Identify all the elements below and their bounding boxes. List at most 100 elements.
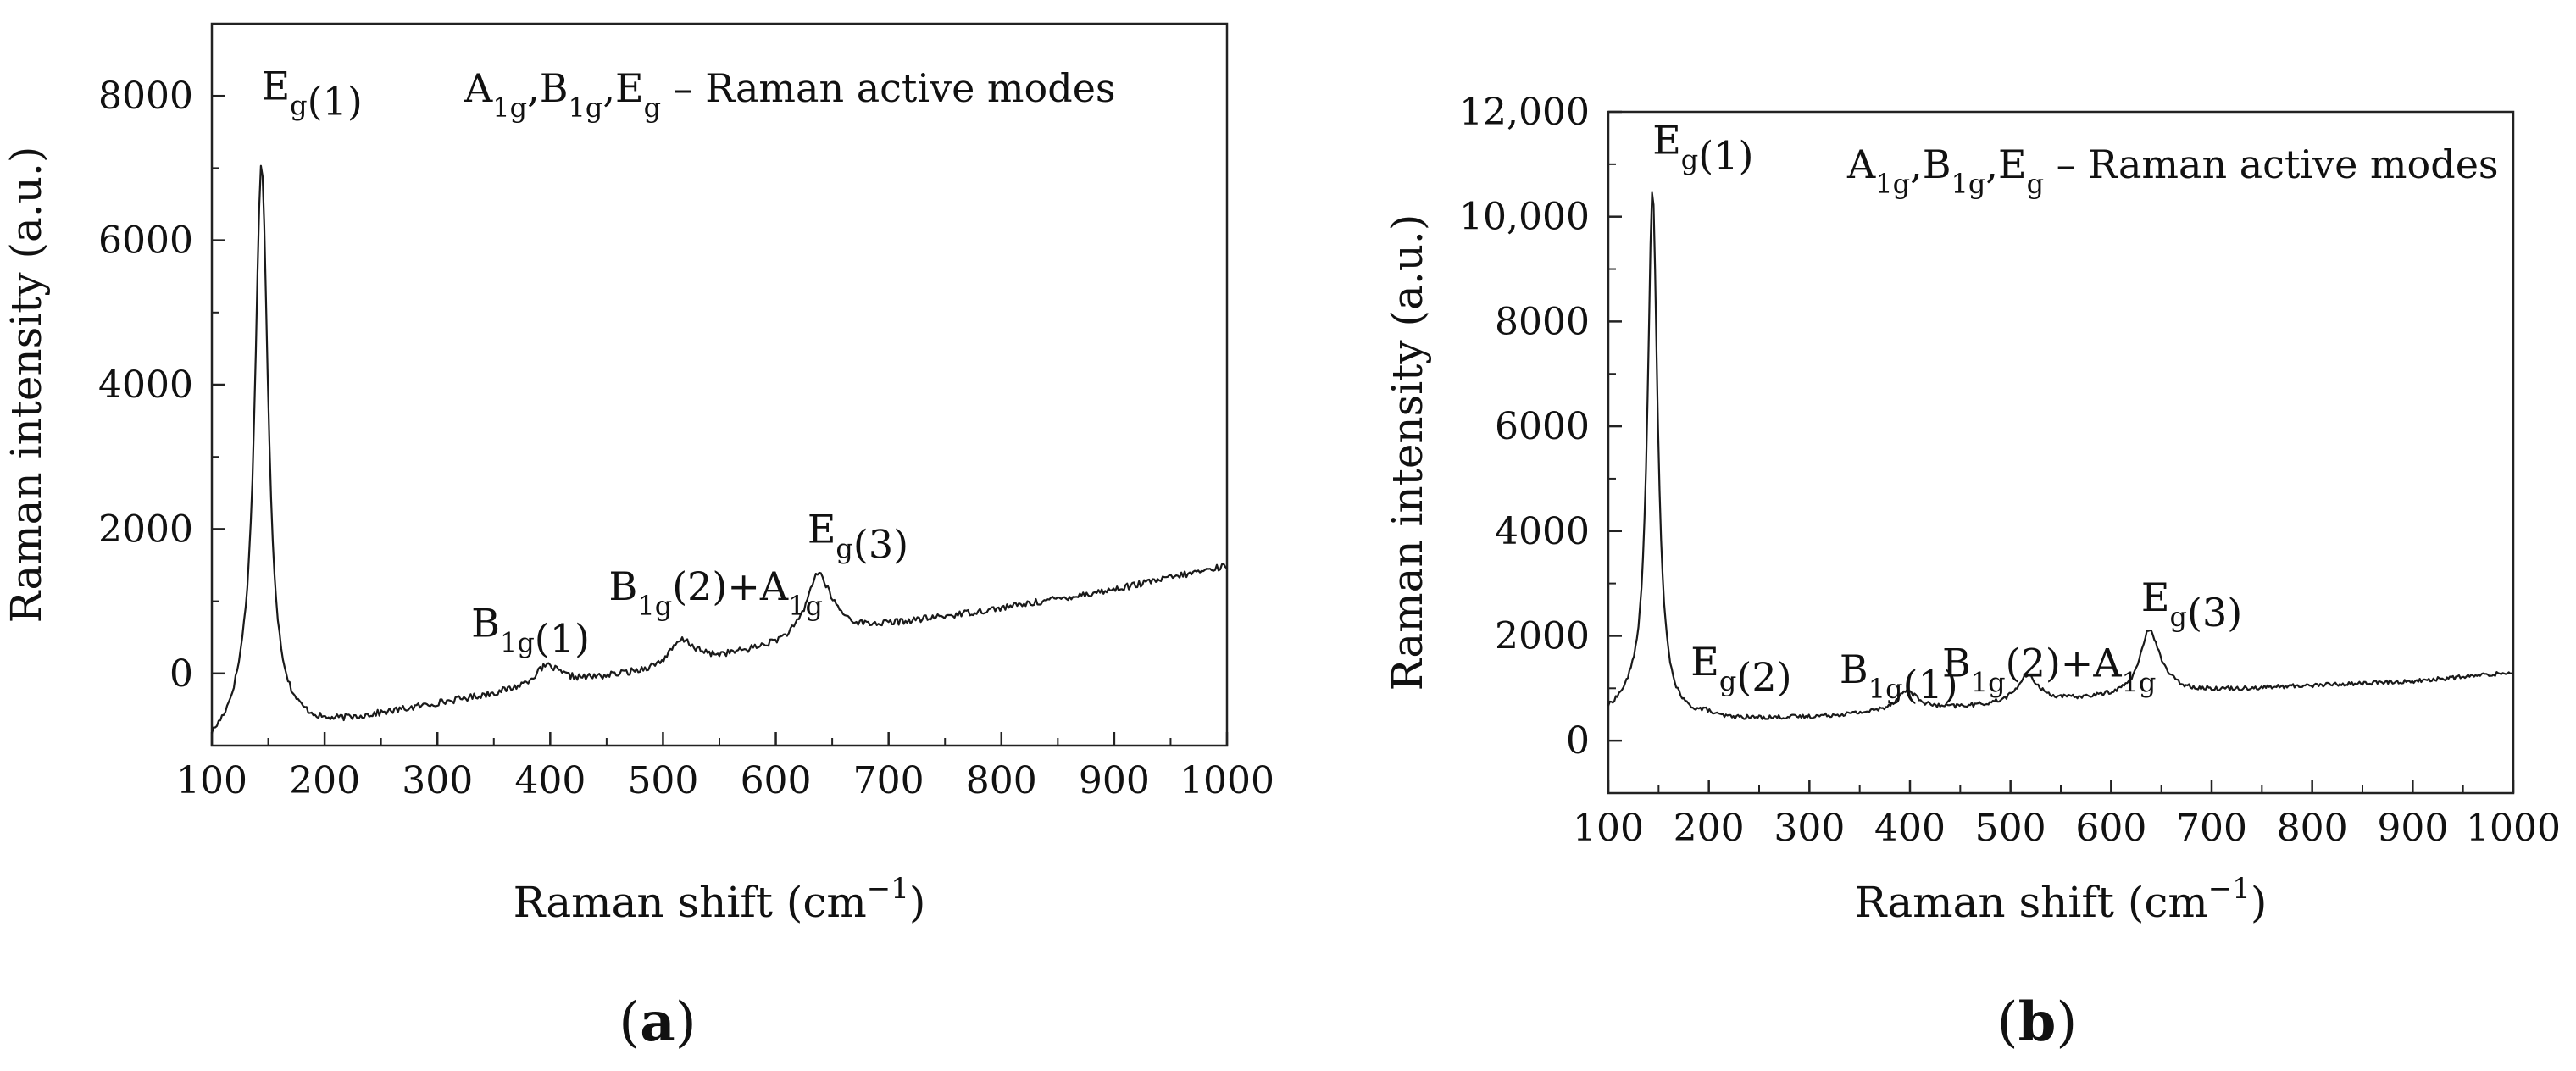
x-tick-label-b-100: 100 — [1573, 807, 1644, 850]
panel-label-a: (a) — [619, 991, 696, 1054]
x-tick-label-b-300: 300 — [1774, 807, 1845, 850]
peak-label-b-b1g2-a1g-tail-0: (2)+A — [2006, 641, 2123, 686]
peak-label-b-b1g1-base-0: B — [1840, 646, 1868, 692]
legend-annotation-a: A1g,B1g,Eg – Raman active modes — [464, 65, 1116, 124]
panel-label-close-b: ) — [2056, 991, 2077, 1054]
peak-label-b-eg2-base-0: E — [1690, 639, 1719, 685]
y-axis-title-b: Raman intensity (a.u.) — [1383, 214, 1432, 691]
peak-label-a-eg3-sub-0: g — [836, 533, 852, 565]
peak-label-b-eg3-tail: (3) — [2187, 590, 2242, 635]
spectrum-line-a — [210, 164, 1228, 734]
y-tick-label-a-4000: 4000 — [98, 363, 193, 407]
legend-annotation-a-base-2: E — [615, 65, 644, 111]
legend-annotation-a-sub-1: 1g — [569, 92, 603, 124]
legend-annotation-b-base-2: E — [1998, 142, 2027, 187]
panel-label-close-a: ) — [675, 991, 697, 1054]
x-tick-label-a-400: 400 — [514, 759, 586, 802]
plot-frame-a — [210, 22, 1229, 747]
legend-annotation-a-base-1: B — [540, 65, 569, 111]
legend-annotation-b-tail-1: , — [1985, 142, 1998, 187]
y-tick-label-b-6000: 6000 — [1495, 405, 1590, 448]
peak-label-b-b1g1-tail: (1) — [1903, 662, 1958, 708]
peak-label-a-eg3-tail: (3) — [853, 522, 908, 568]
x-tick-label-a-900: 900 — [1079, 759, 1150, 802]
peak-label-a-b1g1-sub-0: 1g — [500, 626, 535, 658]
peak-label-a-b1g2-a1g-sub-1: 1g — [788, 590, 823, 622]
y-tick-label-a-0: 0 — [169, 652, 193, 696]
peak-label-a-eg1-base-0: E — [262, 63, 291, 108]
peak-label-a-eg1: Eg(1) — [262, 63, 363, 124]
peak-label-a-eg1-sub-0: g — [290, 89, 307, 121]
x-tick-label-a-300: 300 — [402, 759, 473, 802]
peak-label-b-b1g1-sub-0: 1g — [1868, 673, 1903, 705]
x-tick-label-a-1000: 1000 — [1180, 759, 1274, 802]
peak-label-b-eg1-sub-0: g — [1681, 143, 1698, 175]
y-tick-label-b-0: 0 — [1566, 719, 1590, 763]
peak-label-a-b1g2-a1g: B1g(2)+A1g — [609, 563, 823, 622]
legend-annotation-a-tail-0: , — [527, 65, 540, 111]
y-tick-label-a-6000: 6000 — [98, 219, 193, 263]
chart-panel-b: 100 200 300 400 500 600 700 800 900 1000 0 2000 4000… — [1383, 91, 2561, 1054]
x-axis-title-main-b: Raman shift (cm — [1855, 878, 2208, 927]
x-axis-title-close-a: ) — [909, 878, 926, 927]
x-tick-label-a-600: 600 — [741, 759, 812, 802]
peak-label-b-b1g2-a1g: B1g(2)+A1g — [1942, 641, 2156, 699]
peak-label-b-b1g2-a1g-sub-1: 1g — [2122, 667, 2157, 699]
x-tick-label-a-200: 200 — [289, 759, 360, 802]
legend-annotation-a-tail-2: – Raman active modes — [661, 65, 1115, 111]
peak-label-b-b1g2-a1g-sub-0: 1g — [1971, 667, 2006, 699]
x-tick-label-b-700: 700 — [2176, 807, 2247, 850]
legend-annotation-b-sub-2: g — [2027, 168, 2044, 200]
x-tick-label-a-100: 100 — [176, 759, 247, 802]
peak-label-a-b1g2-a1g-sub-0: 1g — [637, 590, 672, 622]
peak-label-a-eg3-base-0: E — [808, 507, 836, 552]
peak-label-b-eg2-sub-0: g — [1719, 665, 1736, 697]
peak-label-b-eg1-base-0: E — [1652, 117, 1681, 163]
spectrum-line-b — [1607, 191, 2514, 720]
legend-annotation-b-base-0: A — [1846, 142, 1876, 187]
legend-annotation-a-sub-0: 1g — [492, 92, 527, 124]
peak-label-a-b1g1-tail: (1) — [535, 615, 590, 661]
panel-label-b: (b) — [1997, 991, 2078, 1054]
x-tick-label-b-900: 900 — [2377, 807, 2448, 850]
legend-annotation-a-tail-1: , — [602, 65, 615, 111]
y-tick-label-b-12000: 12,000 — [1459, 91, 1590, 134]
legend-annotation-b: A1g,B1g,Eg – Raman active modes — [1846, 142, 2499, 200]
x-axis-title-b: Raman shift (cm−1) — [1855, 872, 2268, 927]
legend-annotation-a-sub-2: g — [644, 92, 661, 124]
panel-label-letter-b: b — [2018, 991, 2057, 1054]
x-tick-label-b-400: 400 — [1874, 807, 1946, 850]
peak-label-a-eg1-tail: (1) — [308, 78, 363, 124]
y-tick-label-b-2000: 2000 — [1495, 614, 1590, 658]
y-tick-label-a-2000: 2000 — [98, 508, 193, 551]
x-axis-title-sup-a: −1 — [867, 872, 909, 906]
x-axis-title-close-b: ) — [2251, 878, 2268, 927]
x-tick-label-b-500: 500 — [1975, 807, 2046, 850]
y-axis-title-a: Raman intensity (a.u.) — [2, 147, 51, 624]
x-tick-label-b-1000: 1000 — [2466, 807, 2561, 850]
legend-annotation-b-sub-1: 1g — [1951, 168, 1986, 200]
peak-label-a-eg3: Eg(3) — [808, 507, 908, 568]
peak-label-b-b1g1: B1g(1) — [1840, 646, 1958, 708]
panel-label-open-b: ( — [1997, 991, 2018, 1054]
peak-label-b-eg1: Eg(1) — [1652, 117, 1753, 178]
y-tick-label-a-8000: 8000 — [98, 75, 193, 118]
peak-label-b-eg3-base-0: E — [2141, 574, 2170, 620]
peak-label-b-eg1-tail: (1) — [1698, 132, 1753, 178]
peak-label-b-eg2-tail: (2) — [1736, 654, 1791, 700]
x-tick-label-a-500: 500 — [627, 759, 698, 802]
peak-label-a-b1g1: B1g(1) — [471, 600, 590, 661]
x-axis-title-main-a: Raman shift (cm — [514, 878, 867, 927]
x-axis-title-sup-b: −1 — [2208, 872, 2251, 906]
x-tick-label-a-800: 800 — [966, 759, 1037, 802]
peak-label-a-b1g2-a1g-tail-0: (2)+A — [672, 563, 789, 609]
x-tick-label-a-700: 700 — [853, 759, 924, 802]
legend-annotation-b-tail-2: – Raman active modes — [2044, 142, 2498, 187]
legend-annotation-b-base-1: B — [1923, 142, 1951, 187]
peak-label-b-eg3-sub-0: g — [2170, 601, 2187, 633]
panel-label-open-a: ( — [619, 991, 640, 1054]
y-tick-label-b-8000: 8000 — [1495, 300, 1590, 343]
legend-annotation-b-sub-0: 1g — [1875, 168, 1910, 200]
